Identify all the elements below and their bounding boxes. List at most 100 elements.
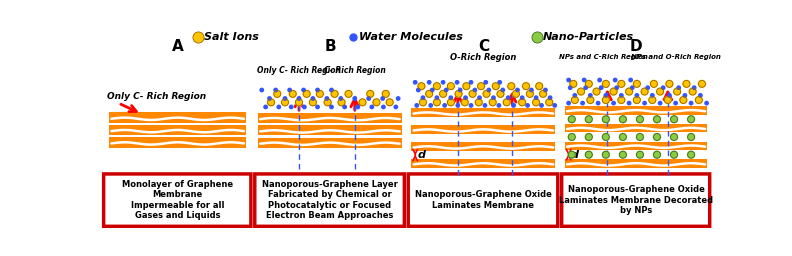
Circle shape [619, 94, 623, 97]
Circle shape [316, 90, 323, 97]
Text: d: d [571, 150, 579, 160]
Circle shape [433, 83, 440, 90]
Circle shape [470, 81, 473, 84]
Circle shape [338, 99, 345, 106]
Circle shape [677, 86, 680, 89]
Circle shape [683, 80, 690, 87]
Circle shape [569, 86, 572, 89]
FancyBboxPatch shape [255, 174, 405, 226]
Circle shape [455, 90, 462, 97]
Circle shape [600, 86, 603, 89]
Circle shape [635, 94, 638, 97]
Circle shape [641, 88, 648, 95]
Circle shape [492, 96, 495, 99]
Circle shape [666, 80, 673, 87]
Circle shape [626, 88, 633, 95]
Circle shape [603, 151, 609, 158]
Circle shape [324, 99, 331, 106]
Circle shape [683, 94, 687, 97]
Circle shape [353, 97, 356, 100]
Circle shape [661, 86, 665, 89]
Circle shape [431, 88, 434, 92]
Circle shape [587, 97, 594, 103]
Circle shape [489, 99, 496, 106]
Circle shape [569, 151, 575, 158]
Text: Water Molecules: Water Molecules [360, 32, 463, 42]
Circle shape [603, 116, 609, 123]
Text: A: A [172, 39, 184, 54]
Circle shape [539, 90, 546, 97]
Circle shape [637, 151, 643, 158]
Circle shape [569, 80, 577, 87]
Circle shape [284, 97, 287, 100]
Circle shape [598, 78, 601, 82]
Text: B: B [324, 39, 336, 54]
Circle shape [507, 96, 510, 99]
Circle shape [484, 81, 487, 84]
Circle shape [653, 116, 661, 123]
Circle shape [311, 97, 314, 100]
Circle shape [455, 81, 459, 84]
Circle shape [264, 105, 268, 109]
Circle shape [619, 134, 626, 141]
Circle shape [603, 97, 609, 103]
Bar [411, 109, 555, 117]
Circle shape [519, 99, 526, 106]
Circle shape [475, 99, 482, 106]
Circle shape [461, 99, 468, 106]
Circle shape [651, 94, 654, 97]
Circle shape [585, 116, 592, 123]
Text: C: C [478, 39, 489, 54]
Circle shape [596, 101, 600, 105]
Circle shape [705, 101, 708, 105]
Circle shape [543, 88, 547, 92]
Circle shape [281, 99, 288, 106]
Circle shape [571, 97, 578, 103]
Circle shape [577, 88, 584, 95]
Circle shape [649, 97, 656, 103]
Circle shape [456, 104, 459, 107]
Circle shape [435, 96, 439, 99]
Circle shape [329, 105, 333, 109]
Circle shape [637, 134, 643, 141]
Circle shape [569, 134, 575, 141]
Circle shape [483, 104, 486, 107]
Circle shape [627, 101, 630, 105]
Bar [109, 125, 246, 135]
Circle shape [604, 94, 607, 97]
Circle shape [535, 96, 538, 99]
Text: Nanoporous-Graphene Oxide
Laminates Membrane Decorated
by NPs: Nanoporous-Graphene Oxide Laminates Memb… [559, 185, 713, 215]
Circle shape [630, 86, 634, 89]
Circle shape [584, 86, 588, 89]
Text: D: D [630, 39, 642, 54]
Circle shape [473, 88, 477, 92]
Circle shape [356, 105, 360, 109]
Circle shape [585, 134, 592, 141]
Circle shape [671, 151, 677, 158]
Text: Only C- Rich Region: Only C- Rich Region [107, 92, 206, 101]
Circle shape [478, 96, 482, 99]
Text: Salt Ions: Salt Ions [204, 32, 259, 42]
Bar [258, 113, 402, 123]
Circle shape [615, 86, 619, 89]
Circle shape [619, 151, 626, 158]
Circle shape [339, 97, 342, 100]
Circle shape [689, 101, 693, 105]
Bar [565, 142, 707, 150]
Circle shape [413, 81, 417, 84]
Circle shape [692, 86, 696, 89]
Circle shape [421, 96, 425, 99]
Circle shape [516, 88, 520, 92]
Circle shape [394, 105, 398, 109]
Circle shape [653, 134, 661, 141]
Circle shape [687, 134, 695, 141]
Circle shape [497, 90, 504, 97]
Circle shape [329, 88, 333, 92]
Circle shape [367, 97, 371, 100]
Circle shape [359, 99, 366, 106]
Circle shape [671, 116, 677, 123]
Circle shape [428, 81, 431, 84]
Circle shape [585, 80, 592, 87]
Circle shape [303, 90, 310, 97]
Circle shape [629, 78, 632, 82]
